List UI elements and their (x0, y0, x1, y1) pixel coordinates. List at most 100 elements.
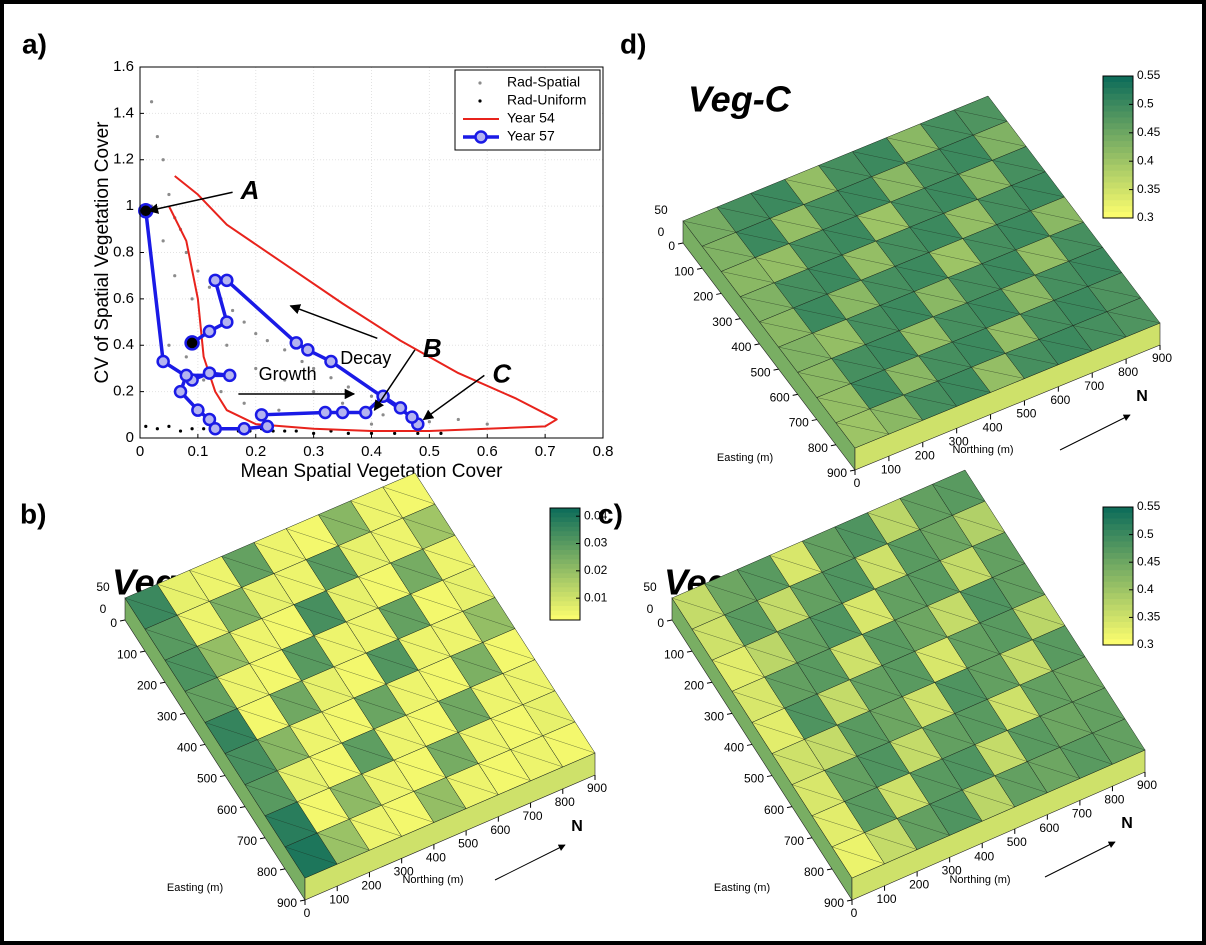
scatter-point (196, 269, 200, 273)
mesh-line (841, 254, 896, 267)
y-tick-label: 1 (126, 197, 134, 214)
annotation: Growth (259, 364, 317, 384)
mesh-line (398, 638, 451, 657)
mesh-line (671, 597, 725, 616)
colorbar-band (1103, 547, 1133, 554)
mesh-line (164, 660, 218, 678)
scatter-point (283, 378, 287, 382)
mesh-line (939, 560, 993, 578)
colorbar-tick-label: 0.4 (1137, 582, 1154, 596)
colorbar-frame (1102, 506, 1134, 646)
mesh-line (413, 791, 467, 809)
scatter-point (190, 427, 194, 431)
colorbar-band (1103, 593, 1133, 600)
colorbar-band (1103, 176, 1133, 183)
scatter-point (485, 422, 489, 426)
mesh-line (952, 341, 1006, 354)
mesh-line (932, 484, 986, 502)
tick-mark (849, 469, 856, 472)
colorbar-band (550, 592, 580, 598)
mesh-line (286, 528, 339, 546)
mesh-line (406, 715, 459, 733)
colorbar-band (550, 559, 580, 565)
x-tick-label: 500 (197, 772, 217, 786)
scatter-point (155, 134, 159, 139)
colorbar-band (1103, 622, 1133, 629)
mesh-line (293, 604, 347, 623)
colorbar-band (550, 536, 580, 542)
y-axis-label: Northing (m) (952, 444, 1013, 456)
x-tick-label: 200 (684, 678, 704, 692)
mesh-line (1034, 274, 1088, 287)
colorbar-band (550, 606, 580, 612)
mesh-line (1015, 249, 1069, 262)
mesh-line (244, 784, 298, 803)
scatter-point (329, 376, 333, 380)
colorbar-tick-label: 0.01 (584, 590, 608, 604)
mesh-line (869, 710, 923, 728)
mesh-line (711, 660, 765, 678)
mesh-line (740, 296, 794, 309)
mesh-line (777, 631, 830, 649)
colorbar-band (1103, 512, 1133, 519)
mesh-line (341, 742, 394, 761)
mesh-line (313, 635, 367, 654)
mesh-line (724, 614, 778, 632)
legend-label: Year 54 (507, 110, 555, 126)
colorbar-band (550, 564, 580, 570)
scatter-point (155, 427, 159, 431)
mesh-line (410, 593, 463, 612)
y-tick-label: 900 (587, 781, 607, 795)
mesh-line (446, 777, 499, 795)
mesh-line (929, 804, 983, 822)
y-tick-label: 200 (915, 448, 935, 462)
mesh-line (939, 148, 993, 161)
mesh-line (1059, 747, 1113, 765)
mesh-line (850, 383, 904, 396)
mesh-line (349, 818, 402, 837)
mesh-line (731, 691, 785, 709)
legend-swatch (474, 130, 488, 144)
x-tick-label: 600 (770, 391, 790, 405)
colorbar-band (1103, 616, 1133, 623)
x-tick-label: 0 (136, 443, 144, 460)
x-tick-label: 200 (137, 678, 157, 692)
mesh-line (831, 846, 885, 864)
tick-mark (666, 619, 673, 622)
colorbar-band (1103, 599, 1133, 606)
mesh-line (329, 787, 382, 806)
mesh-line (884, 369, 938, 382)
mesh-line (954, 109, 1008, 122)
legend-swatch (478, 99, 482, 103)
mesh-line (269, 694, 322, 713)
annotation: A (240, 175, 260, 205)
mesh-line (903, 394, 957, 407)
mesh-line (751, 722, 805, 740)
mesh-line (947, 636, 1000, 655)
mesh-line (972, 546, 1026, 564)
tick-mark (826, 868, 833, 871)
panel-label: d) (620, 28, 646, 59)
mesh-line (817, 693, 870, 712)
y-tick-label: 400 (426, 851, 446, 865)
mesh-line (822, 572, 875, 590)
panel-label: b) (20, 498, 46, 529)
tick-mark (806, 837, 813, 840)
mesh-line (907, 574, 960, 592)
mesh-line (824, 770, 878, 788)
x-tick-label: 600 (764, 803, 784, 817)
tick-mark (119, 619, 126, 622)
x-tick-label: 0.3 (303, 443, 324, 460)
mesh-line (979, 622, 1033, 640)
colorbar-tick-label: 0.45 (1137, 554, 1161, 568)
mesh-line (867, 512, 920, 530)
colorbar-band (1103, 81, 1133, 89)
mesh-line (942, 758, 995, 776)
mesh-line (721, 271, 775, 283)
panel-label: a) (22, 28, 47, 59)
mesh-line (909, 227, 963, 239)
mesh-line (184, 691, 238, 709)
mesh-line (902, 696, 955, 714)
annotation-arrow (422, 374, 485, 421)
tick-mark (159, 681, 166, 684)
